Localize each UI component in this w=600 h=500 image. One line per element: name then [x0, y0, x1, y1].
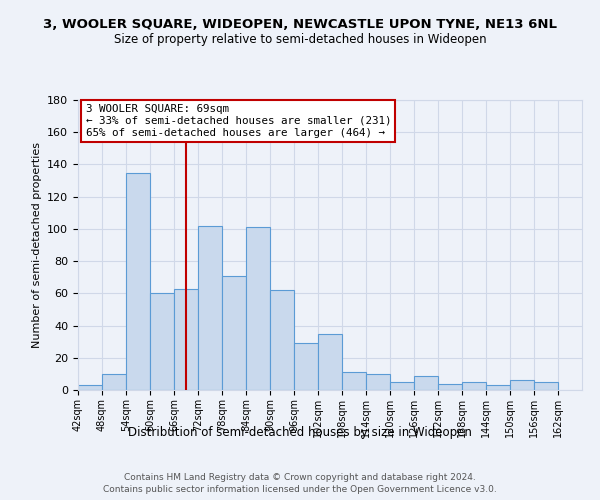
Bar: [534, 382, 558, 390]
Text: Contains public sector information licensed under the Open Government Licence v3: Contains public sector information licen…: [103, 485, 497, 494]
Bar: [510, 380, 534, 390]
Bar: [294, 344, 318, 390]
Text: 3 WOOLER SQUARE: 69sqm
← 33% of semi-detached houses are smaller (231)
65% of se: 3 WOOLER SQUARE: 69sqm ← 33% of semi-det…: [86, 104, 391, 138]
Bar: [318, 334, 342, 390]
Bar: [342, 372, 366, 390]
Bar: [414, 376, 438, 390]
Bar: [102, 374, 126, 390]
Bar: [366, 374, 390, 390]
Bar: [174, 288, 198, 390]
Bar: [246, 228, 270, 390]
Bar: [438, 384, 462, 390]
Bar: [390, 382, 414, 390]
Bar: [270, 290, 294, 390]
Bar: [78, 385, 102, 390]
Bar: [222, 276, 246, 390]
Y-axis label: Number of semi-detached properties: Number of semi-detached properties: [32, 142, 41, 348]
Bar: [150, 294, 174, 390]
Text: 3, WOOLER SQUARE, WIDEOPEN, NEWCASTLE UPON TYNE, NE13 6NL: 3, WOOLER SQUARE, WIDEOPEN, NEWCASTLE UP…: [43, 18, 557, 30]
Text: Size of property relative to semi-detached houses in Wideopen: Size of property relative to semi-detach…: [113, 32, 487, 46]
Bar: [486, 385, 510, 390]
Text: Contains HM Land Registry data © Crown copyright and database right 2024.: Contains HM Land Registry data © Crown c…: [124, 472, 476, 482]
Bar: [462, 382, 486, 390]
Text: Distribution of semi-detached houses by size in Wideopen: Distribution of semi-detached houses by …: [128, 426, 472, 439]
Bar: [198, 226, 222, 390]
Bar: [126, 172, 150, 390]
